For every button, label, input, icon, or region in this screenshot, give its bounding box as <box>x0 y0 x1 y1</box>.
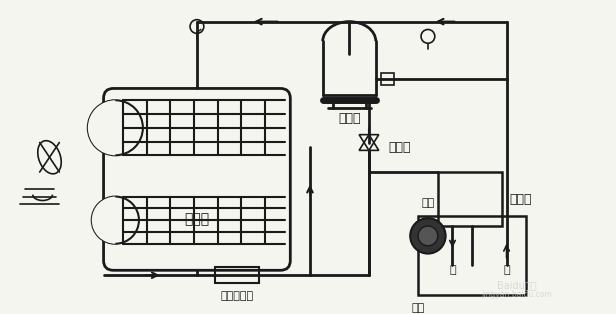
Circle shape <box>410 218 445 254</box>
Text: 干燥过滤器: 干燥过滤器 <box>220 291 253 301</box>
Text: 水箱: 水箱 <box>411 303 424 313</box>
Wedge shape <box>88 100 115 155</box>
Bar <box>418 216 526 295</box>
Text: 膨胀阀: 膨胀阀 <box>389 141 411 154</box>
Bar <box>214 267 259 283</box>
Text: 出: 出 <box>449 265 456 275</box>
Text: 冷凝器: 冷凝器 <box>184 212 209 226</box>
Text: jingyan.baidu.com: jingyan.baidu.com <box>481 290 552 299</box>
Text: Baidu经验: Baidu经验 <box>496 280 536 290</box>
Text: 压缩机: 压缩机 <box>338 112 360 125</box>
Circle shape <box>418 226 438 246</box>
Text: 蒸发器: 蒸发器 <box>509 192 532 206</box>
Bar <box>438 172 501 226</box>
Bar <box>381 73 394 84</box>
Wedge shape <box>92 197 115 244</box>
Text: 水泵: 水泵 <box>421 198 434 208</box>
Text: 进: 进 <box>503 265 510 275</box>
